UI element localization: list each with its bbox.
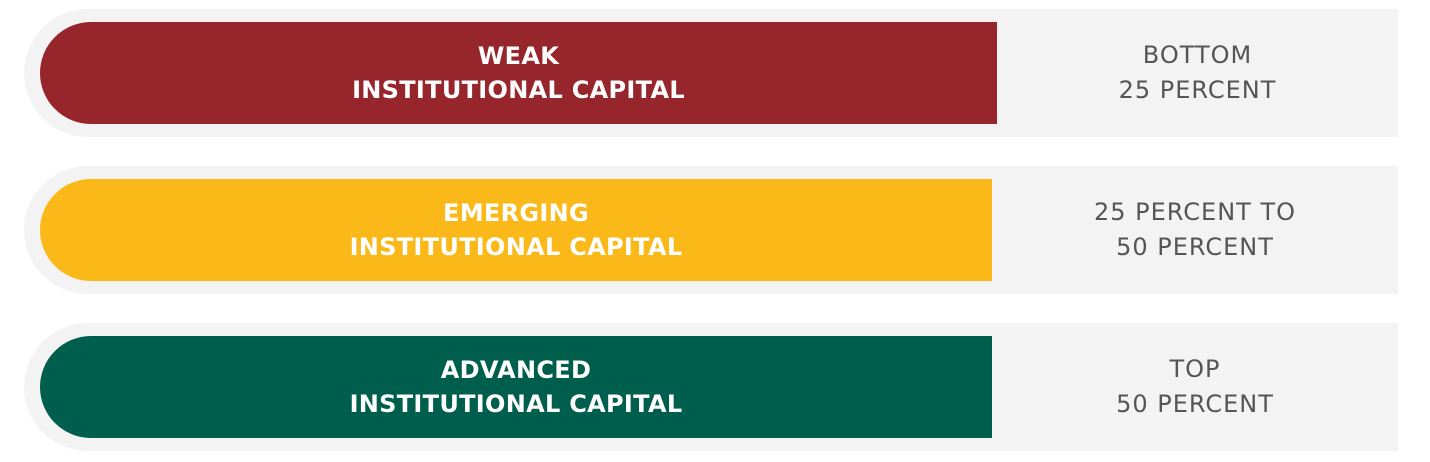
tier-range-line2: 25 PERCENT [1118, 76, 1277, 104]
tier-row-emerging: EMERGING INSTITUTIONAL CAPITAL 25 PERCEN… [24, 166, 1398, 294]
tier-range-advanced: TOP 50 PERCENT [992, 323, 1398, 451]
tier-range-emerging: 25 PERCENT TO 50 PERCENT [992, 166, 1398, 294]
tier-level-weak: WEAK [477, 42, 560, 70]
tier-range-line2: 50 PERCENT [1116, 233, 1274, 261]
tier-pill-advanced: ADVANCED INSTITUTIONAL CAPITAL [40, 336, 992, 438]
tier-range-weak: BOTTOM 25 PERCENT [997, 9, 1398, 137]
tier-row-advanced: ADVANCED INSTITUTIONAL CAPITAL TOP 50 PE… [24, 323, 1398, 451]
tier-pill-weak: WEAK INSTITUTIONAL CAPITAL [40, 22, 997, 124]
tier-label-weak: INSTITUTIONAL CAPITAL [352, 76, 685, 104]
tier-label-advanced: INSTITUTIONAL CAPITAL [349, 390, 683, 418]
tier-level-emerging: EMERGING [443, 199, 589, 227]
tier-range-line1: BOTTOM [1142, 41, 1253, 69]
tier-range-line2: 50 PERCENT [1116, 390, 1274, 418]
tier-level-advanced: ADVANCED [440, 356, 592, 384]
tier-range-line1: 25 PERCENT TO [1094, 198, 1296, 226]
tier-label-emerging: INSTITUTIONAL CAPITAL [349, 233, 683, 261]
tier-range-line1: TOP [1169, 355, 1221, 383]
tier-row-weak: WEAK INSTITUTIONAL CAPITAL BOTTOM 25 PER… [24, 9, 1398, 137]
tier-pill-emerging: EMERGING INSTITUTIONAL CAPITAL [40, 179, 992, 281]
